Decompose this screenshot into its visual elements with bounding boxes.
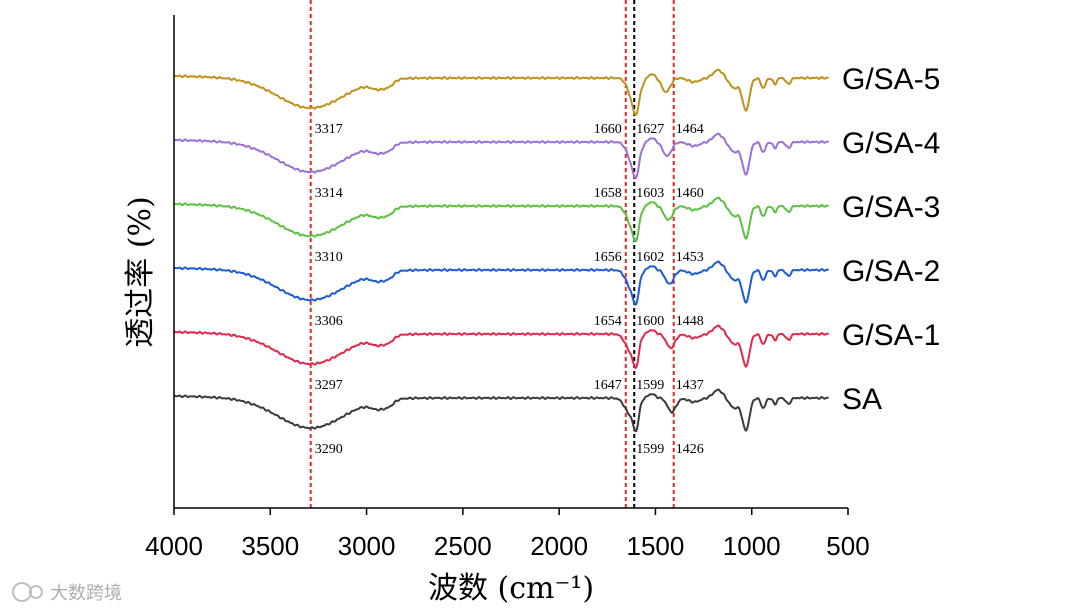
peak-label-g-sa-4-1460: 1460 [676, 186, 704, 201]
peak-label-g-sa-4-1658: 1658 [594, 186, 622, 201]
x-ticks: 4000 3500 3000 2500 2000 1500 1000 500 [145, 508, 870, 561]
x-tick-label-2500: 2500 [434, 531, 492, 561]
peak-label-g-sa-5-1464: 1464 [676, 122, 704, 137]
x-tick-label-2000: 2000 [530, 531, 588, 561]
peak-label-g-sa-1-1647: 1647 [594, 378, 622, 393]
peak-label-g-sa-5-1660: 1660 [594, 122, 622, 137]
peak-label-g-sa-4-3314: 3314 [315, 186, 343, 201]
series-label-g-sa-1: G/SA-1 [842, 319, 940, 352]
peak-label-sa-1426: 1426 [676, 442, 704, 457]
peak-label-g-sa-3-1602: 1602 [636, 250, 664, 265]
peak-label-g-sa-1-1599: 1599 [636, 378, 664, 393]
peak-label-g-sa-1-3297: 3297 [315, 378, 343, 393]
peak-label-sa-3290: 3290 [315, 442, 343, 457]
series-label-sa: SA [842, 383, 882, 416]
peak-label-g-sa-5-3317: 3317 [315, 122, 343, 137]
peak-label-g-sa-2-1654: 1654 [594, 314, 622, 329]
watermark: 大数跨境 [12, 582, 122, 604]
watermark-logo-icon [12, 582, 32, 602]
x-tick-label-1000: 1000 [723, 531, 781, 561]
series-line-g-sa-4 [173, 132, 829, 180]
peak-label-g-sa-2-3306: 3306 [315, 314, 343, 329]
peak-label-g-sa-5-1627: 1627 [636, 122, 664, 137]
x-tick-label-3000: 3000 [338, 531, 396, 561]
peak-labels: 3317 1660 1627 1464 3314 1658 1603 1460 3310 1656… [315, 122, 704, 457]
series-labels: G/SA-5 G/SA-4 G/SA-3 G/SA-2 G/SA-1 SA [842, 63, 940, 416]
peak-label-g-sa-3-3310: 3310 [315, 250, 343, 265]
axes [173, 15, 848, 509]
x-tick-label-1500: 1500 [627, 531, 685, 561]
peak-label-g-sa-2-1448: 1448 [676, 314, 704, 329]
series-line-sa [173, 388, 829, 433]
watermark-text: 大数跨境 [50, 583, 122, 604]
x-tick-label-500: 500 [826, 531, 869, 561]
spectra-series [173, 68, 829, 433]
series-label-g-sa-3: G/SA-3 [842, 191, 940, 224]
peak-label-g-sa-3-1656: 1656 [594, 250, 622, 265]
x-tick-label-4000: 4000 [145, 531, 203, 561]
series-label-g-sa-2: G/SA-2 [842, 255, 940, 288]
watermark-logo-icon-inner [29, 585, 43, 599]
x-axis-title: 波数 (cm⁻¹) [428, 571, 594, 606]
peak-label-g-sa-2-1600: 1600 [636, 314, 664, 329]
y-axis-title: 透过率 (%) [123, 196, 158, 347]
series-line-g-sa-5 [173, 68, 829, 116]
peak-label-g-sa-4-1603: 1603 [636, 186, 664, 201]
peak-label-g-sa-1-1437: 1437 [676, 378, 704, 393]
peak-label-g-sa-3-1453: 1453 [676, 250, 704, 265]
series-line-g-sa-2 [173, 260, 829, 306]
series-label-g-sa-4: G/SA-4 [842, 127, 940, 160]
series-line-g-sa-3 [173, 196, 829, 243]
series-line-g-sa-1 [173, 324, 829, 370]
x-tick-label-3500: 3500 [241, 531, 299, 561]
peak-label-sa-1599: 1599 [636, 442, 664, 457]
series-label-g-sa-5: G/SA-5 [842, 63, 940, 96]
